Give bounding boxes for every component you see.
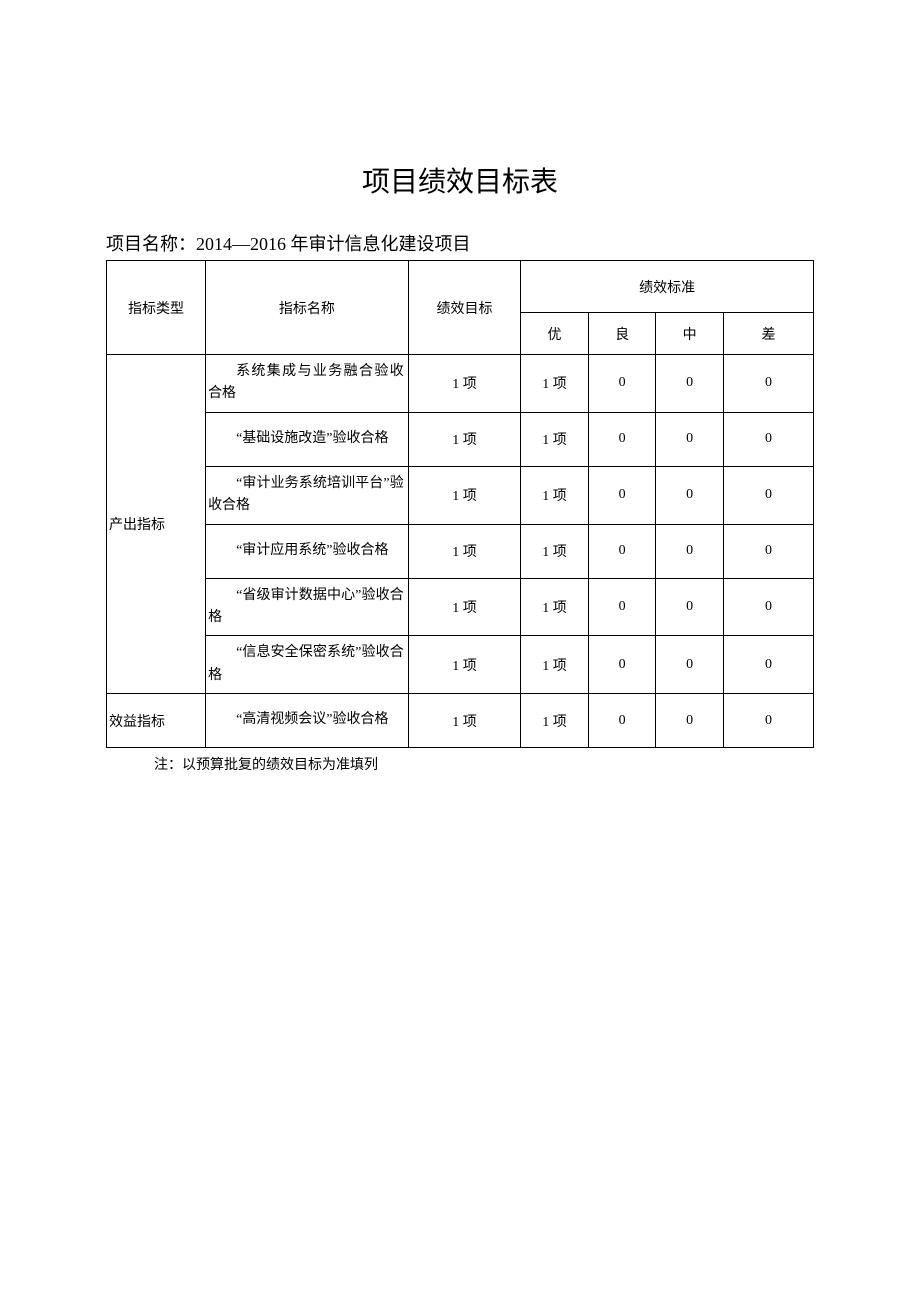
header-std-good: 良: [588, 313, 656, 355]
indicator-type-cell: 产出指标: [107, 355, 206, 694]
indicator-name-cell: “信息安全保密系统”验收合格: [206, 636, 409, 694]
indicator-name-cell: 系统集成与业务融合验收合格: [206, 355, 409, 413]
indicator-name-cell: “高清视频会议”验收合格: [206, 694, 409, 748]
good-cell: 0: [588, 636, 656, 694]
medium-cell: 0: [656, 466, 724, 524]
header-indicator-name: 指标名称: [206, 261, 409, 355]
medium-cell: 0: [656, 578, 724, 636]
target-cell: 1 项: [408, 578, 521, 636]
poor-cell: 0: [723, 355, 813, 413]
table-body: 产出指标 系统集成与业务融合验收合格 1 项 1 项 0 0 0 “基础设施改造…: [107, 355, 814, 748]
excellent-cell: 1 项: [521, 578, 589, 636]
target-cell: 1 项: [408, 355, 521, 413]
indicator-name-cell: “审计业务系统培训平台”验收合格: [206, 466, 409, 524]
poor-cell: 0: [723, 466, 813, 524]
note-text: 注：以预算批复的绩效目标为准填列: [106, 754, 814, 774]
table-row: 效益指标 “高清视频会议”验收合格 1 项 1 项 0 0 0: [107, 694, 814, 748]
header-std-excellent: 优: [521, 313, 589, 355]
table-header-row-1: 指标类型 指标名称 绩效目标 绩效标准: [107, 261, 814, 313]
good-cell: 0: [588, 412, 656, 466]
target-cell: 1 项: [408, 412, 521, 466]
good-cell: 0: [588, 524, 656, 578]
poor-cell: 0: [723, 694, 813, 748]
poor-cell: 0: [723, 578, 813, 636]
medium-cell: 0: [656, 412, 724, 466]
poor-cell: 0: [723, 524, 813, 578]
target-cell: 1 项: [408, 524, 521, 578]
poor-cell: 0: [723, 412, 813, 466]
medium-cell: 0: [656, 524, 724, 578]
project-name-value: 2014—2016 年审计信息化建设项目: [196, 234, 471, 254]
indicator-name-cell: “省级审计数据中心”验收合格: [206, 578, 409, 636]
indicator-name-cell: “基础设施改造”验收合格: [206, 412, 409, 466]
excellent-cell: 1 项: [521, 524, 589, 578]
indicator-type-cell: 效益指标: [107, 694, 206, 748]
target-cell: 1 项: [408, 466, 521, 524]
indicator-name-cell: “审计应用系统”验收合格: [206, 524, 409, 578]
good-cell: 0: [588, 466, 656, 524]
table-row: “省级审计数据中心”验收合格 1 项 1 项 0 0 0: [107, 578, 814, 636]
excellent-cell: 1 项: [521, 694, 589, 748]
medium-cell: 0: [656, 694, 724, 748]
table-row: “审计应用系统”验收合格 1 项 1 项 0 0 0: [107, 524, 814, 578]
header-performance-target: 绩效目标: [408, 261, 521, 355]
table-row: “信息安全保密系统”验收合格 1 项 1 项 0 0 0: [107, 636, 814, 694]
header-indicator-type: 指标类型: [107, 261, 206, 355]
excellent-cell: 1 项: [521, 412, 589, 466]
header-performance-standard-group: 绩效标准: [521, 261, 814, 313]
poor-cell: 0: [723, 636, 813, 694]
excellent-cell: 1 项: [521, 355, 589, 413]
target-cell: 1 项: [408, 694, 521, 748]
header-std-medium: 中: [656, 313, 724, 355]
target-cell: 1 项: [408, 636, 521, 694]
table-row: “基础设施改造”验收合格 1 项 1 项 0 0 0: [107, 412, 814, 466]
excellent-cell: 1 项: [521, 636, 589, 694]
performance-table: 指标类型 指标名称 绩效目标 绩效标准 优 良 中 差 产出指标 系统集成与业务…: [106, 260, 814, 748]
table-row: “审计业务系统培训平台”验收合格 1 项 1 项 0 0 0: [107, 466, 814, 524]
good-cell: 0: [588, 694, 656, 748]
excellent-cell: 1 项: [521, 466, 589, 524]
good-cell: 0: [588, 578, 656, 636]
project-name-label: 项目名称：: [106, 234, 196, 254]
medium-cell: 0: [656, 355, 724, 413]
project-name-line: 项目名称：2014—2016 年审计信息化建设项目: [106, 230, 814, 256]
table-row: 产出指标 系统集成与业务融合验收合格 1 项 1 项 0 0 0: [107, 355, 814, 413]
page-title: 项目绩效目标表: [106, 160, 814, 200]
good-cell: 0: [588, 355, 656, 413]
medium-cell: 0: [656, 636, 724, 694]
header-std-poor: 差: [723, 313, 813, 355]
